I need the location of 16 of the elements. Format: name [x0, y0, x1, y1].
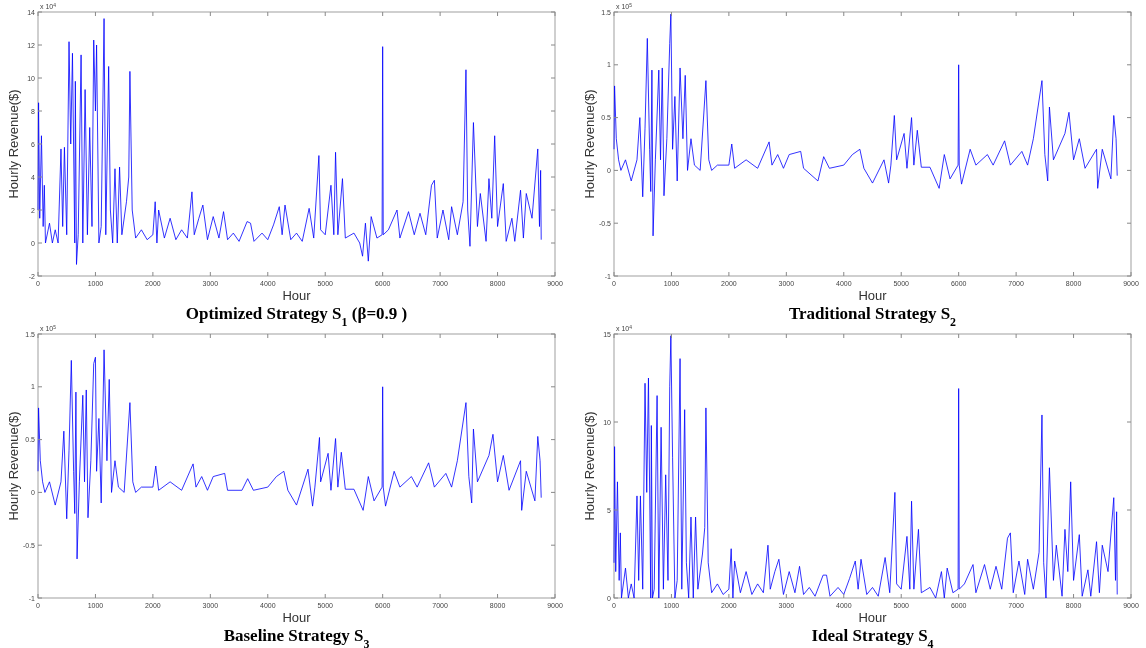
y-axis-title: Hourly Revenue($) — [582, 411, 597, 521]
text: Baseline Strategy S$_{3}$ — [223, 626, 370, 648]
text: Optimized Strategy S$_{1}$ (β=0.9 ) — [185, 304, 408, 329]
line-series — [613, 335, 1118, 599]
line-series — [613, 13, 1118, 237]
x-axis-title: Hour — [282, 288, 312, 303]
y-axis-title: Hourly Revenue($) — [6, 411, 21, 521]
x-axis-title: Hour — [858, 610, 888, 625]
x-axis-title: Hour — [282, 610, 312, 625]
y-axis-title: Hourly Revenue($) — [6, 89, 21, 199]
text: Ideal Strategy S$_{4}$ — [811, 626, 934, 648]
y-axis-title: Hourly Revenue($) — [582, 89, 597, 199]
line-series — [37, 349, 542, 560]
line-series — [37, 18, 542, 265]
text: Traditional Strategy S$_{2}$ — [788, 304, 957, 329]
x-axis-title: Hour — [858, 288, 888, 303]
